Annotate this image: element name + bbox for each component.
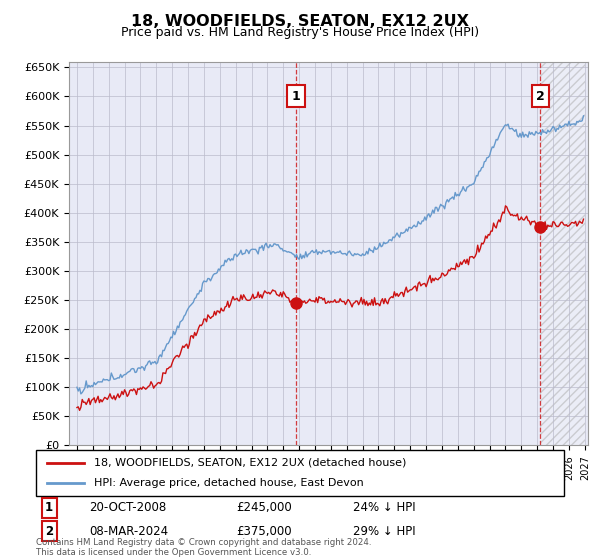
Text: 20-OCT-2008: 20-OCT-2008 [89, 501, 166, 514]
Text: HPI: Average price, detached house, East Devon: HPI: Average price, detached house, East… [94, 478, 364, 488]
Text: 1: 1 [292, 90, 301, 102]
Bar [541, 62, 585, 445]
Text: 08-MAR-2024: 08-MAR-2024 [89, 525, 168, 538]
Text: 18, WOODFIELDS, SEATON, EX12 2UX (detached house): 18, WOODFIELDS, SEATON, EX12 2UX (detach… [94, 458, 406, 468]
Text: £245,000: £245,000 [236, 501, 292, 514]
Text: 18, WOODFIELDS, SEATON, EX12 2UX: 18, WOODFIELDS, SEATON, EX12 2UX [131, 14, 469, 29]
Text: 2: 2 [45, 525, 53, 538]
Text: Contains HM Land Registry data © Crown copyright and database right 2024.
This d: Contains HM Land Registry data © Crown c… [36, 538, 371, 557]
Text: 24% ↓ HPI: 24% ↓ HPI [353, 501, 415, 514]
Text: 2: 2 [536, 90, 545, 102]
Bar [541, 62, 585, 445]
Text: 1: 1 [45, 501, 53, 514]
Text: £375,000: £375,000 [236, 525, 292, 538]
Text: Price paid vs. HM Land Registry's House Price Index (HPI): Price paid vs. HM Land Registry's House … [121, 26, 479, 39]
Text: 29% ↓ HPI: 29% ↓ HPI [353, 525, 415, 538]
FancyBboxPatch shape [36, 450, 564, 496]
